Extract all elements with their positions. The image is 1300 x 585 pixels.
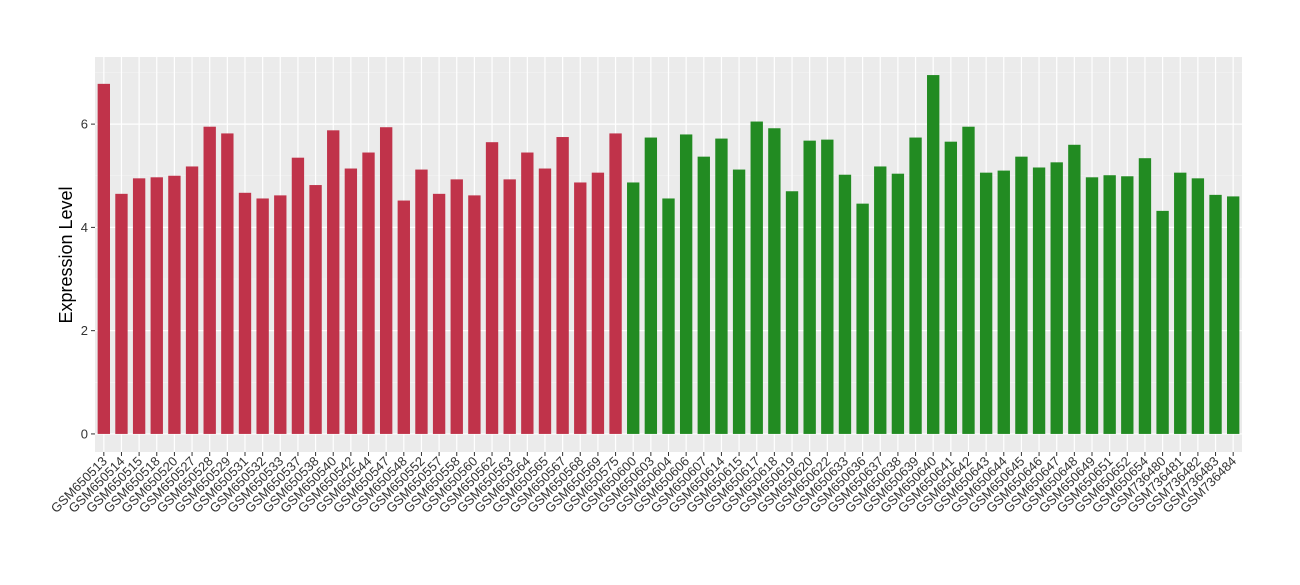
- bar: [1015, 156, 1028, 434]
- bar: [1174, 172, 1187, 434]
- bar: [750, 121, 763, 434]
- bar: [874, 166, 887, 434]
- bar: [1121, 176, 1134, 434]
- bar: [768, 128, 781, 434]
- bar: [274, 195, 287, 434]
- bar: [1227, 196, 1240, 434]
- bar: [785, 191, 799, 434]
- y-tick-label: 6: [81, 117, 88, 132]
- y-tick-label: 2: [81, 323, 88, 338]
- bar: [203, 126, 216, 434]
- bar: [1191, 178, 1205, 434]
- bar: [856, 203, 869, 434]
- bar: [379, 127, 393, 434]
- bar: [574, 182, 587, 434]
- bar: [715, 138, 728, 434]
- bar: [679, 134, 693, 434]
- bar: [538, 168, 552, 434]
- bar: [1068, 144, 1081, 434]
- bar: [962, 126, 975, 434]
- bar: [609, 133, 622, 434]
- bar: [591, 172, 605, 434]
- bar: [697, 156, 710, 434]
- bar: [662, 198, 675, 434]
- bar: [891, 173, 905, 434]
- bar: [1156, 210, 1169, 434]
- bar: [1085, 177, 1099, 434]
- bar: [1138, 158, 1152, 434]
- bar: [927, 75, 940, 434]
- bar: [432, 193, 446, 434]
- bar: [291, 157, 305, 434]
- bar: [97, 83, 110, 434]
- bar: [521, 152, 534, 434]
- bar: [944, 141, 958, 434]
- bar: [838, 174, 852, 434]
- bar: [132, 178, 146, 434]
- bar: [556, 137, 569, 434]
- bar: [627, 182, 640, 434]
- bar: [150, 177, 163, 434]
- bar: [503, 179, 516, 434]
- bar: [168, 175, 181, 434]
- bar: [309, 185, 322, 434]
- y-tick-label: 4: [81, 220, 88, 235]
- bar: [1050, 162, 1063, 434]
- y-axis-title: Expression Level: [56, 186, 76, 323]
- bar: [115, 193, 128, 434]
- bar: [1032, 167, 1046, 434]
- bar: [362, 152, 375, 434]
- bar: [185, 166, 199, 434]
- bar: [821, 139, 834, 434]
- y-tick-label: 0: [81, 426, 88, 441]
- bar: [327, 130, 340, 434]
- bar: [732, 169, 746, 434]
- bar: [221, 133, 234, 434]
- bar: [979, 172, 993, 434]
- bar: [997, 170, 1010, 434]
- bar: [803, 140, 816, 434]
- bar: [1209, 194, 1222, 434]
- bar: [468, 195, 481, 434]
- bar: [344, 168, 358, 434]
- bar: [1103, 175, 1116, 434]
- bar: [238, 192, 252, 434]
- bar: [644, 137, 658, 434]
- bar: [450, 179, 463, 434]
- bar: [909, 137, 922, 434]
- bar: [397, 200, 410, 434]
- bar: [415, 169, 428, 434]
- bar: [485, 142, 499, 434]
- bar: [256, 198, 269, 434]
